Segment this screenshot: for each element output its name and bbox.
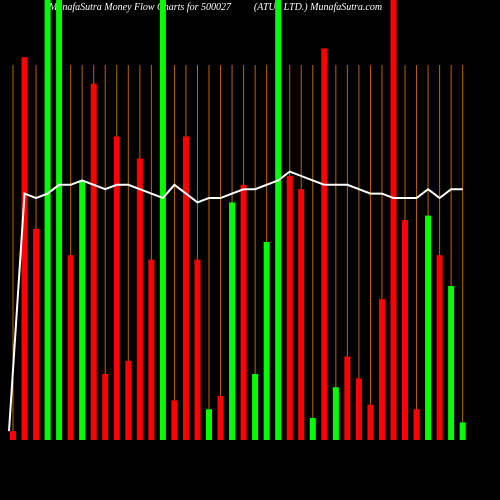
- chart-title: MunafaSutra Money Flow Charts for 500027: [48, 2, 232, 13]
- bar: [194, 259, 201, 440]
- bar: [286, 176, 293, 440]
- bar: [309, 418, 316, 440]
- bar: [321, 48, 328, 441]
- bar: [102, 374, 109, 440]
- bar: [275, 0, 282, 440]
- bar: [21, 57, 28, 440]
- bar: [182, 136, 189, 440]
- bar: [459, 422, 466, 440]
- bar: [263, 242, 270, 440]
- bar: [448, 286, 455, 440]
- chart-subtitle: (ATUL LTD.) MunafaSutra.com: [254, 2, 382, 13]
- bar: [67, 255, 74, 440]
- bar: [159, 0, 166, 440]
- bar: [148, 259, 155, 440]
- bar: [413, 409, 420, 440]
- bar: [113, 136, 120, 440]
- bar: [355, 378, 362, 440]
- bar: [390, 0, 397, 440]
- bar: [402, 220, 409, 440]
- bar: [90, 83, 97, 440]
- bar: [217, 396, 224, 440]
- bar: [252, 374, 259, 440]
- bar: [136, 158, 143, 440]
- bar: [367, 404, 374, 440]
- bar: [344, 356, 351, 440]
- bar: [79, 180, 86, 440]
- bar: [436, 255, 443, 440]
- bar: [206, 409, 213, 440]
- bar: [425, 215, 432, 440]
- bar: [229, 202, 236, 440]
- bar: [125, 360, 132, 440]
- bar: [44, 0, 51, 440]
- bar: [332, 387, 339, 440]
- bar: [298, 189, 305, 440]
- bar: [171, 400, 178, 440]
- bar: [378, 299, 385, 440]
- bar: [10, 431, 16, 440]
- bar: [33, 228, 40, 440]
- bar: [240, 184, 247, 440]
- money-flow-line: [8, 170, 463, 432]
- bar: [56, 0, 63, 440]
